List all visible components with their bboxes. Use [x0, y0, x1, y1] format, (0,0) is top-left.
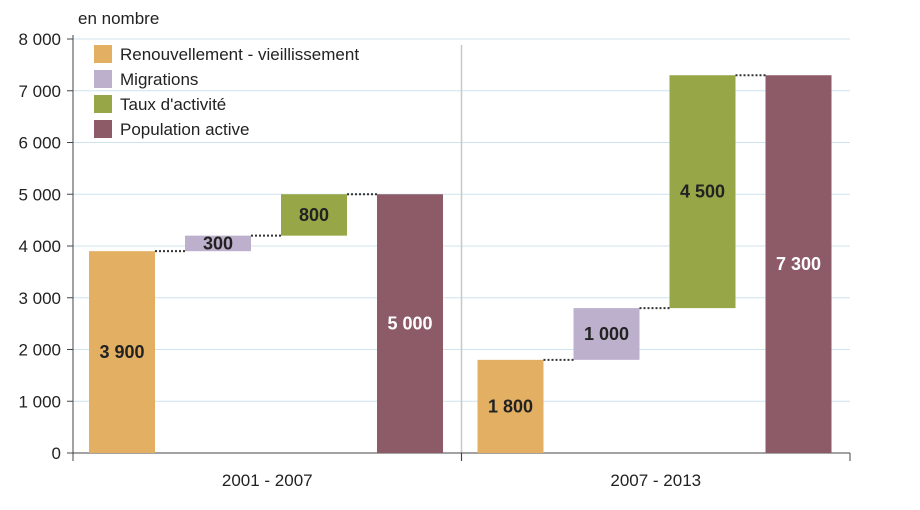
legend-swatch	[94, 95, 112, 113]
bar-data-label: 7 300	[776, 254, 821, 274]
bar	[669, 75, 736, 309]
y-tick-label: 6 000	[18, 134, 61, 153]
legend-label: Migrations	[120, 70, 198, 89]
connectors	[155, 74, 766, 361]
bar-labels: 3 900 300 800 5 000 1 800 1 000 4 500 7 300	[99, 182, 821, 417]
bar-data-label: 4 500	[680, 182, 725, 202]
bar	[89, 251, 155, 453]
x-tick-label: 2007 - 2013	[610, 471, 701, 490]
bar-data-label: 5 000	[387, 314, 432, 334]
bar	[477, 359, 544, 453]
bars	[89, 75, 832, 453]
legend-label: Renouvellement - vieillissement	[120, 45, 359, 64]
axes: 0 1 000 2 000 3 000 4 000 5 000 6 000 7 000 8 00…	[18, 30, 851, 490]
bar-data-label: 800	[299, 205, 329, 225]
bar-data-label: 1 000	[584, 324, 629, 344]
bar	[573, 308, 640, 360]
legend: Renouvellement - vieillissement Migration…	[94, 45, 359, 139]
legend-swatch	[94, 120, 112, 138]
bar	[281, 194, 347, 236]
y-tick-label: 0	[52, 444, 61, 463]
legend-label: Population active	[120, 120, 249, 139]
x-tick-label: 2001 - 2007	[222, 471, 313, 490]
bar-data-label: 3 900	[99, 342, 144, 362]
y-tick-label: 7 000	[18, 82, 61, 101]
legend-swatch	[94, 70, 112, 88]
legend-label: Taux d'activité	[120, 95, 226, 114]
bar-data-label: 300	[203, 233, 233, 253]
bar	[185, 235, 251, 252]
unit-label: en nombre	[78, 9, 159, 28]
legend-swatch	[94, 45, 112, 63]
y-tick-label: 3 000	[18, 289, 61, 308]
y-tick-label: 8 000	[18, 30, 61, 49]
y-tick-label: 5 000	[18, 185, 61, 204]
bar	[765, 75, 832, 453]
bar-data-label: 1 800	[488, 396, 533, 416]
y-tick-label: 1 000	[18, 392, 61, 411]
y-tick-label: 4 000	[18, 237, 61, 256]
y-tick-label: 2 000	[18, 341, 61, 360]
bar	[377, 194, 443, 453]
